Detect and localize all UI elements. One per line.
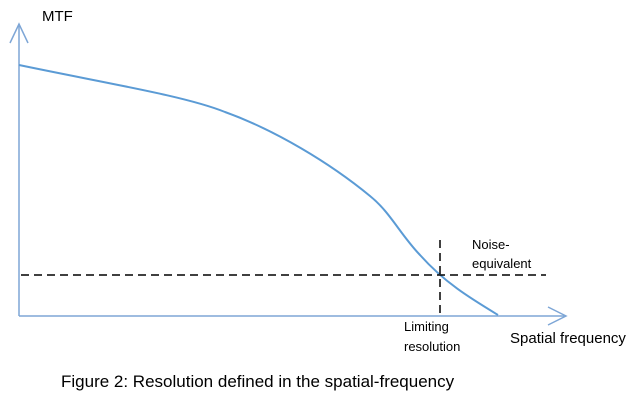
noise-label-line2: equivalent: [472, 256, 532, 271]
figure-caption: Figure 2: Resolution defined in the spat…: [61, 372, 455, 391]
mtf-curve: [18, 64, 499, 316]
x-axis-arrowhead: [547, 306, 568, 326]
limit-label-line1: Limiting: [404, 319, 449, 334]
noise-label-line1: Noise-: [472, 237, 510, 252]
y-axis-label: MTF: [42, 8, 73, 25]
y-axis-arrowhead: [9, 22, 29, 44]
limit-label-line2: resolution: [404, 339, 460, 354]
x-axis-label: Spatial frequency: [510, 330, 626, 347]
